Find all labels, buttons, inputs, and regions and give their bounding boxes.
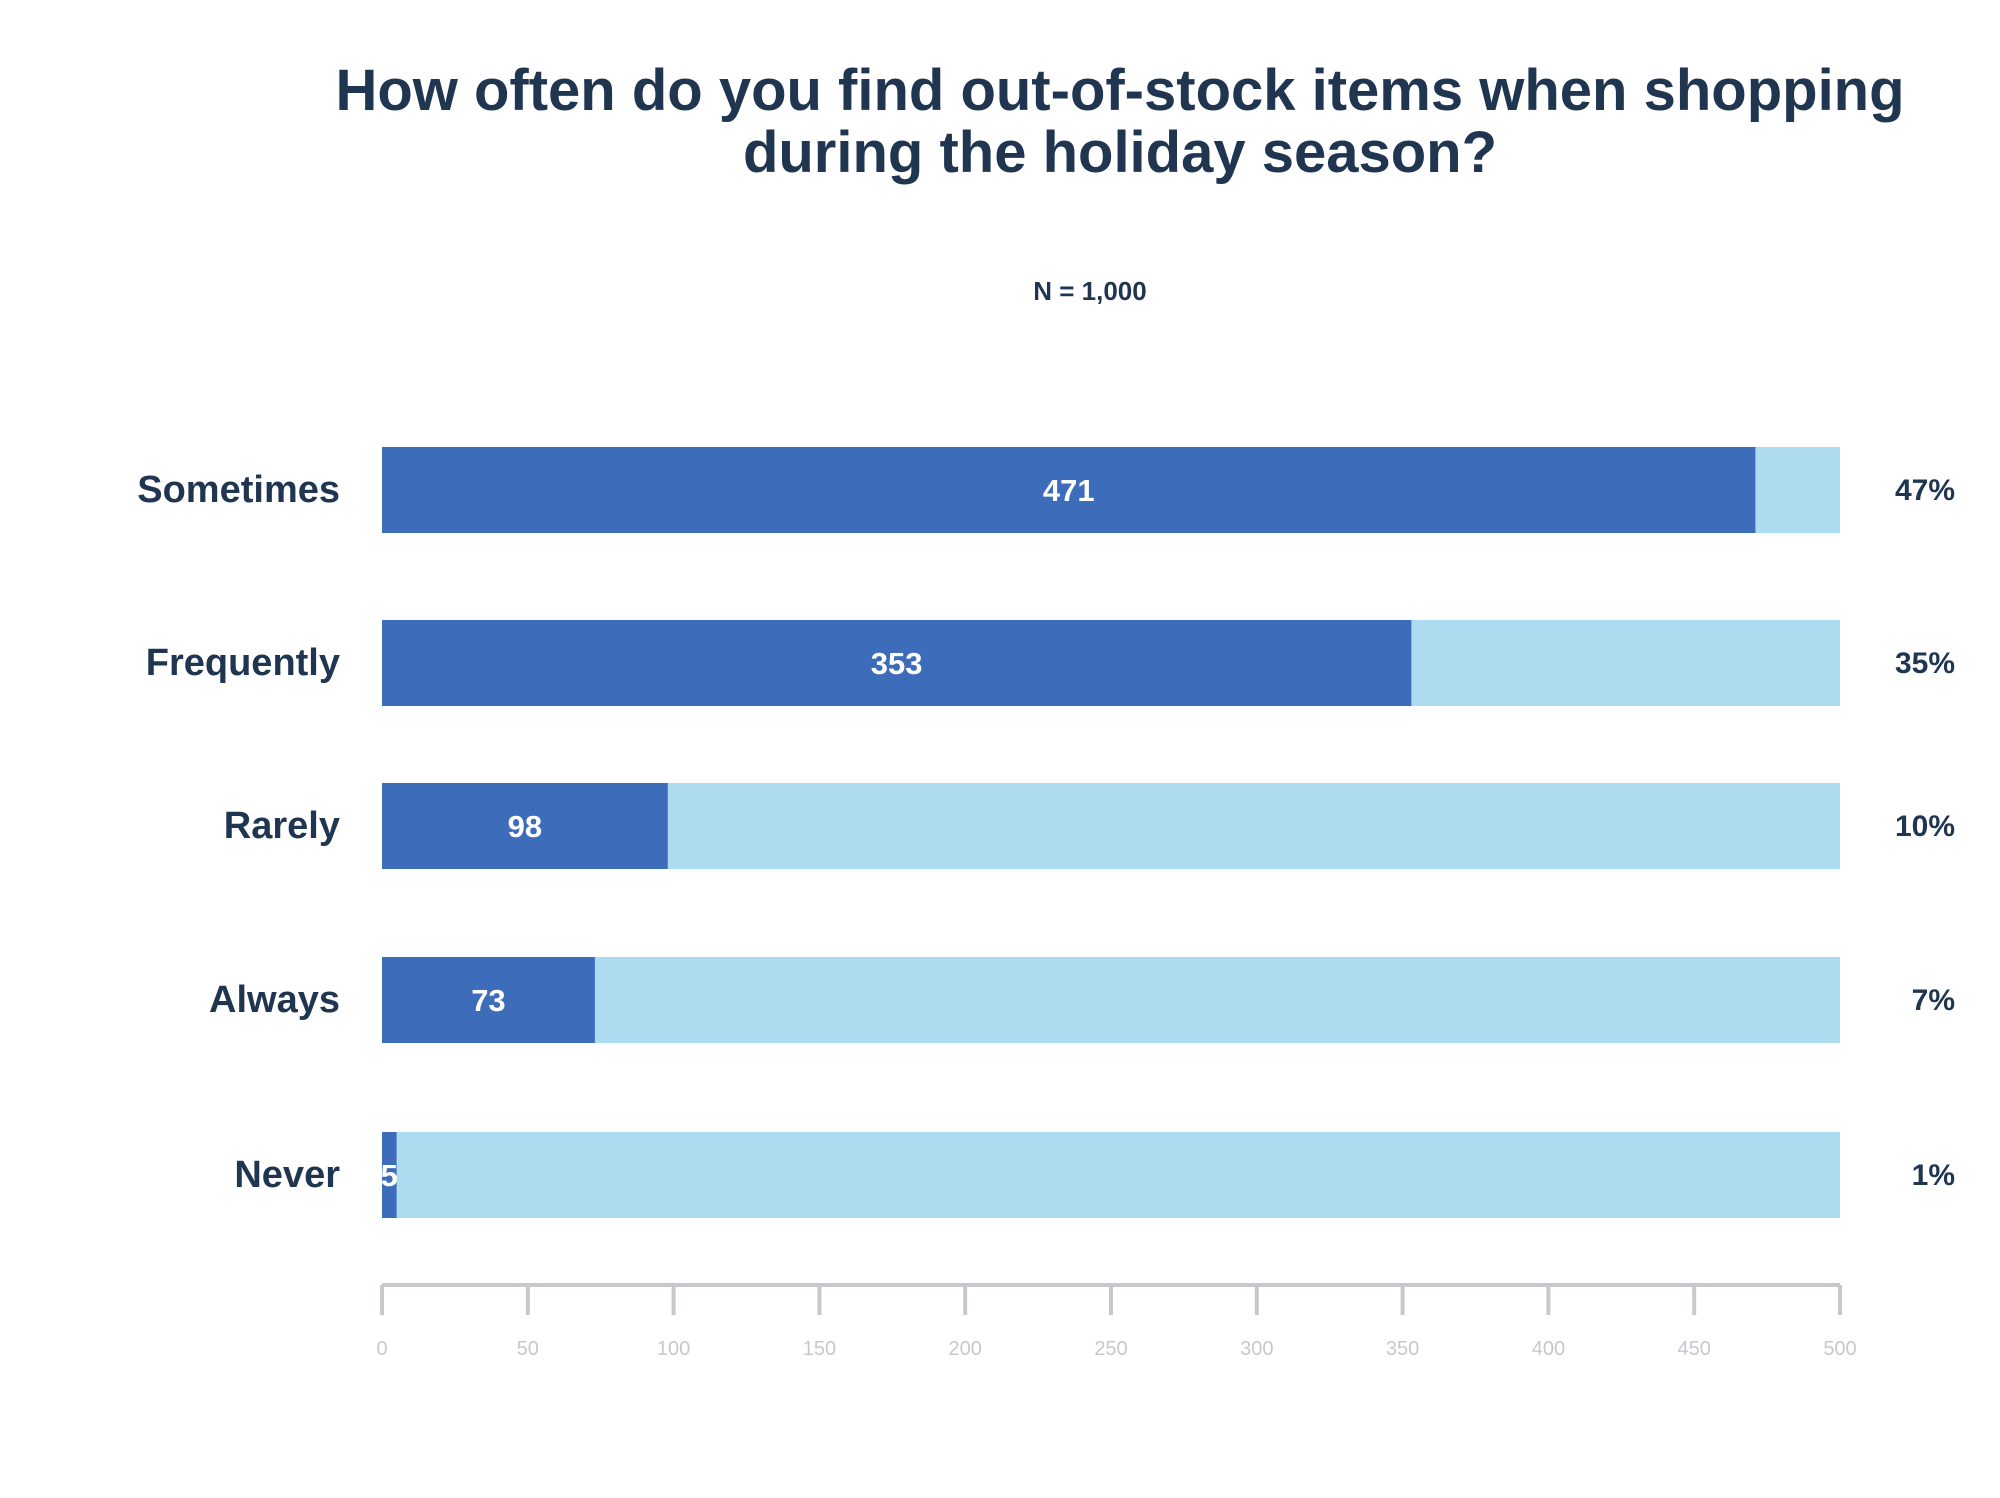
- x-tick-label-200: 200: [949, 1338, 982, 1360]
- value-label-frequently: 353: [871, 646, 923, 681]
- background-bar-never: [382, 1132, 1840, 1218]
- percent-label-sometimes: 47%: [1895, 474, 1955, 507]
- percent-label-never: 1%: [1912, 1159, 1955, 1192]
- value-label-never: 5: [381, 1158, 398, 1193]
- value-bar-frequently: [382, 620, 1412, 706]
- category-label-always: Always: [209, 979, 340, 1021]
- background-bar-always: [382, 957, 1840, 1043]
- value-label-sometimes: 471: [1043, 473, 1095, 508]
- x-tick-label-50: 50: [517, 1338, 539, 1360]
- category-label-frequently: Frequently: [146, 642, 340, 684]
- category-label-sometimes: Sometimes: [137, 469, 340, 511]
- category-label-never: Never: [234, 1154, 340, 1196]
- x-tick-label-500: 500: [1823, 1338, 1856, 1360]
- value-bar-sometimes: [382, 447, 1756, 533]
- value-label-rarely: 98: [508, 809, 542, 844]
- percent-label-always: 7%: [1912, 984, 1955, 1017]
- percent-label-frequently: 35%: [1895, 647, 1955, 680]
- x-tick-label-250: 250: [1094, 1338, 1127, 1360]
- percent-label-rarely: 10%: [1895, 810, 1955, 843]
- value-bar-never: [382, 1132, 397, 1218]
- x-tick-label-100: 100: [657, 1338, 690, 1360]
- chart-subtitle: N = 1,000: [1033, 276, 1147, 306]
- category-label-rarely: Rarely: [224, 805, 340, 847]
- value-bar-always: [382, 957, 595, 1043]
- x-tick-label-300: 300: [1240, 1338, 1273, 1360]
- chart-title-line-2: during the holiday season?: [742, 120, 1498, 185]
- x-tick-label-400: 400: [1532, 1338, 1565, 1360]
- x-tick-label-350: 350: [1386, 1338, 1419, 1360]
- x-tick-label-450: 450: [1678, 1338, 1711, 1360]
- chart-title-line-1: How often do you find out-of-stock items…: [335, 58, 1905, 123]
- value-label-always: 73: [471, 983, 505, 1018]
- x-tick-label-0: 0: [376, 1338, 387, 1360]
- chart-title: How often do you find out-of-stock items…: [330, 60, 1910, 184]
- x-tick-label-150: 150: [803, 1338, 836, 1360]
- value-bar-rarely: [382, 783, 668, 869]
